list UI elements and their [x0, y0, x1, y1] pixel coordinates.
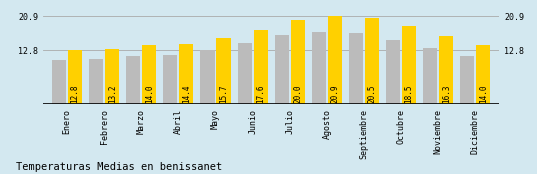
Bar — [253, 30, 267, 104]
Bar — [142, 45, 156, 104]
Text: 20.0: 20.0 — [293, 84, 302, 103]
Text: 17.6: 17.6 — [256, 84, 265, 103]
Bar — [163, 55, 178, 104]
Bar — [423, 48, 437, 104]
Text: 18.5: 18.5 — [404, 84, 413, 103]
Bar — [52, 60, 66, 104]
Bar — [328, 16, 342, 104]
Text: 13.2: 13.2 — [108, 84, 117, 103]
Bar — [402, 26, 416, 104]
Bar — [476, 45, 490, 104]
Bar — [89, 59, 103, 104]
Text: 14.0: 14.0 — [479, 84, 488, 103]
Bar — [200, 50, 215, 104]
Text: Temperaturas Medias en benissanet: Temperaturas Medias en benissanet — [16, 162, 222, 172]
Bar — [291, 20, 305, 104]
Bar — [275, 35, 289, 104]
Text: 20.5: 20.5 — [367, 84, 376, 103]
Text: 20.9: 20.9 — [330, 84, 339, 103]
Bar — [179, 44, 193, 104]
Bar — [237, 44, 252, 104]
Text: 15.7: 15.7 — [219, 84, 228, 103]
Bar — [439, 36, 453, 104]
Bar — [105, 49, 119, 104]
Bar — [68, 50, 82, 104]
Bar — [349, 33, 363, 104]
Bar — [216, 38, 230, 104]
Bar — [312, 32, 326, 104]
Text: 14.0: 14.0 — [145, 84, 154, 103]
Bar — [365, 18, 379, 104]
Bar — [386, 40, 400, 104]
Bar — [460, 56, 474, 104]
Text: 16.3: 16.3 — [441, 84, 451, 103]
Text: 12.8: 12.8 — [70, 84, 79, 103]
Text: 14.4: 14.4 — [182, 84, 191, 103]
Bar — [126, 56, 140, 104]
